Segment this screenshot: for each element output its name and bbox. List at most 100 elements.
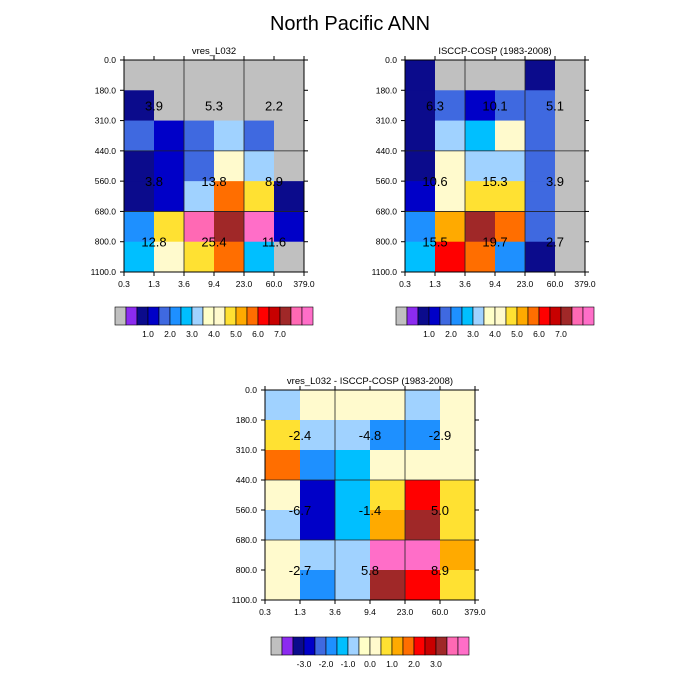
heatmap-cell [370, 570, 406, 601]
heatmap-cell [465, 211, 496, 243]
block-value-label: 6.3 [426, 98, 444, 113]
figure-title: North Pacific ANN [270, 13, 430, 35]
heatmap-cell [370, 540, 406, 571]
y-tick-label: 180.0 [95, 85, 117, 95]
colorbar-label: 3.0 [430, 659, 442, 669]
colorbar: 1.0 2.0 3.0 4.0 5.0 6.0 7.0 [395, 306, 595, 339]
heatmap-cell [335, 390, 371, 421]
colorbar-label: -1.0 [341, 659, 356, 669]
heatmap-cell [555, 120, 586, 152]
heatmap-cell [214, 211, 245, 243]
heatmap-cell [405, 450, 441, 481]
colorbar-swatch [358, 636, 371, 656]
colorbar-label: 2.0 [164, 329, 176, 339]
heatmap-cell [214, 60, 245, 91]
heatmap-cell [435, 90, 466, 121]
panels: vres_L032 0.3 1.3 3.6 9.4 23.0 60.0 379.0 0.0 180… [91, 46, 596, 669]
y-tick-label: 560.0 [376, 176, 398, 186]
heatmap-cell [405, 90, 436, 121]
heatmap-cell [335, 540, 371, 571]
colorbar-swatch [369, 636, 382, 656]
colorbar-swatch [417, 306, 430, 326]
heatmap-cell [405, 420, 441, 451]
colorbar-label: 0.0 [364, 659, 376, 669]
heatmap-cell [335, 420, 371, 451]
x-tick-label: 0.3 [399, 279, 411, 289]
colorbar-swatch [472, 306, 485, 326]
heatmap-cell [184, 181, 215, 212]
colorbar-swatch [314, 636, 327, 656]
colorbar-swatch [395, 306, 408, 326]
x-tick-label: 379.0 [293, 279, 315, 289]
block-value-label: -2.7 [289, 563, 311, 578]
heatmap-cell [465, 150, 496, 182]
panel-obs: ISCCP-COSP (1983-2008) 0.3 1.3 3.6 9.4 23.0 60… [372, 46, 596, 339]
heatmap-cell [405, 480, 441, 511]
colorbar-swatch [538, 306, 551, 326]
heatmap-cell [495, 211, 526, 243]
heatmap-cell [435, 211, 466, 243]
heatmap-cell [405, 60, 436, 91]
panel-title: vres_L032 [192, 46, 236, 57]
heatmap-cell [495, 241, 526, 273]
y-tick-label: 440.0 [95, 146, 117, 156]
colorbar-swatch [549, 306, 562, 326]
heatmap-cell [244, 211, 275, 243]
x-tick-label: 3.6 [459, 279, 471, 289]
y-tick-label: 0.0 [104, 55, 116, 65]
colorbar-swatch [147, 306, 160, 326]
heatmap-cell [555, 60, 586, 91]
colorbar-label: 6.0 [252, 329, 264, 339]
colorbar-label: -2.0 [319, 659, 334, 669]
heatmap-cell [124, 241, 155, 273]
colorbar-swatch [428, 306, 441, 326]
heatmap-cell [214, 90, 245, 121]
heatmap-cell [435, 181, 466, 212]
y-tick-label: 310.0 [376, 116, 398, 126]
heatmap-cell [370, 390, 406, 421]
heatmap-cell [335, 450, 371, 481]
heatmap-cell [184, 120, 215, 152]
colorbar-swatch [571, 306, 584, 326]
heatmap-cell [274, 60, 305, 91]
heatmap-cell [265, 450, 301, 481]
x-tick-label: 379.0 [464, 607, 486, 617]
heatmap-cell [370, 450, 406, 481]
x-tick-label: 23.0 [397, 607, 414, 617]
heatmap-cell [525, 150, 556, 182]
block-value-label: 10.6 [422, 174, 447, 189]
colorbar-swatch [136, 306, 149, 326]
heatmap-cell [154, 90, 185, 121]
colorbar-swatch [180, 306, 193, 326]
block-value-label: 5.0 [431, 503, 449, 518]
heatmap-cell [184, 150, 215, 182]
heatmap-cell [300, 510, 336, 541]
block-value-label: 15.5 [422, 235, 447, 250]
block-value-label: -1.4 [359, 503, 381, 518]
block-value-label: 11.6 [262, 235, 286, 250]
heatmap-cell [525, 60, 556, 91]
heatmap-cell [525, 241, 556, 273]
heatmap-cell [440, 450, 476, 481]
heatmap-cell [335, 510, 371, 541]
heatmap-cell [405, 570, 441, 601]
colorbar-label: 1.0 [142, 329, 154, 339]
colorbar-swatch [303, 636, 316, 656]
colorbar-swatch [560, 306, 573, 326]
block-value-label: 2.7 [546, 235, 564, 250]
block-value-label: 3.8 [145, 174, 163, 189]
x-tick-label: 0.3 [118, 279, 130, 289]
heatmap-cell [300, 570, 336, 601]
block-value-label: -2.9 [429, 428, 451, 443]
block-value-label: -6.7 [289, 503, 311, 518]
heatmap-cell [335, 570, 371, 601]
heatmap-cell [265, 420, 301, 451]
block-value-label: 13.8 [201, 174, 226, 189]
y-tick-label: 680.0 [236, 535, 258, 545]
heatmap-cell [265, 510, 301, 541]
colorbar: 1.0 2.0 3.0 4.0 5.0 6.0 7.0 [114, 306, 314, 339]
colorbar-swatch [439, 306, 452, 326]
heatmap-cell [370, 420, 406, 451]
x-tick-label: 9.4 [364, 607, 376, 617]
